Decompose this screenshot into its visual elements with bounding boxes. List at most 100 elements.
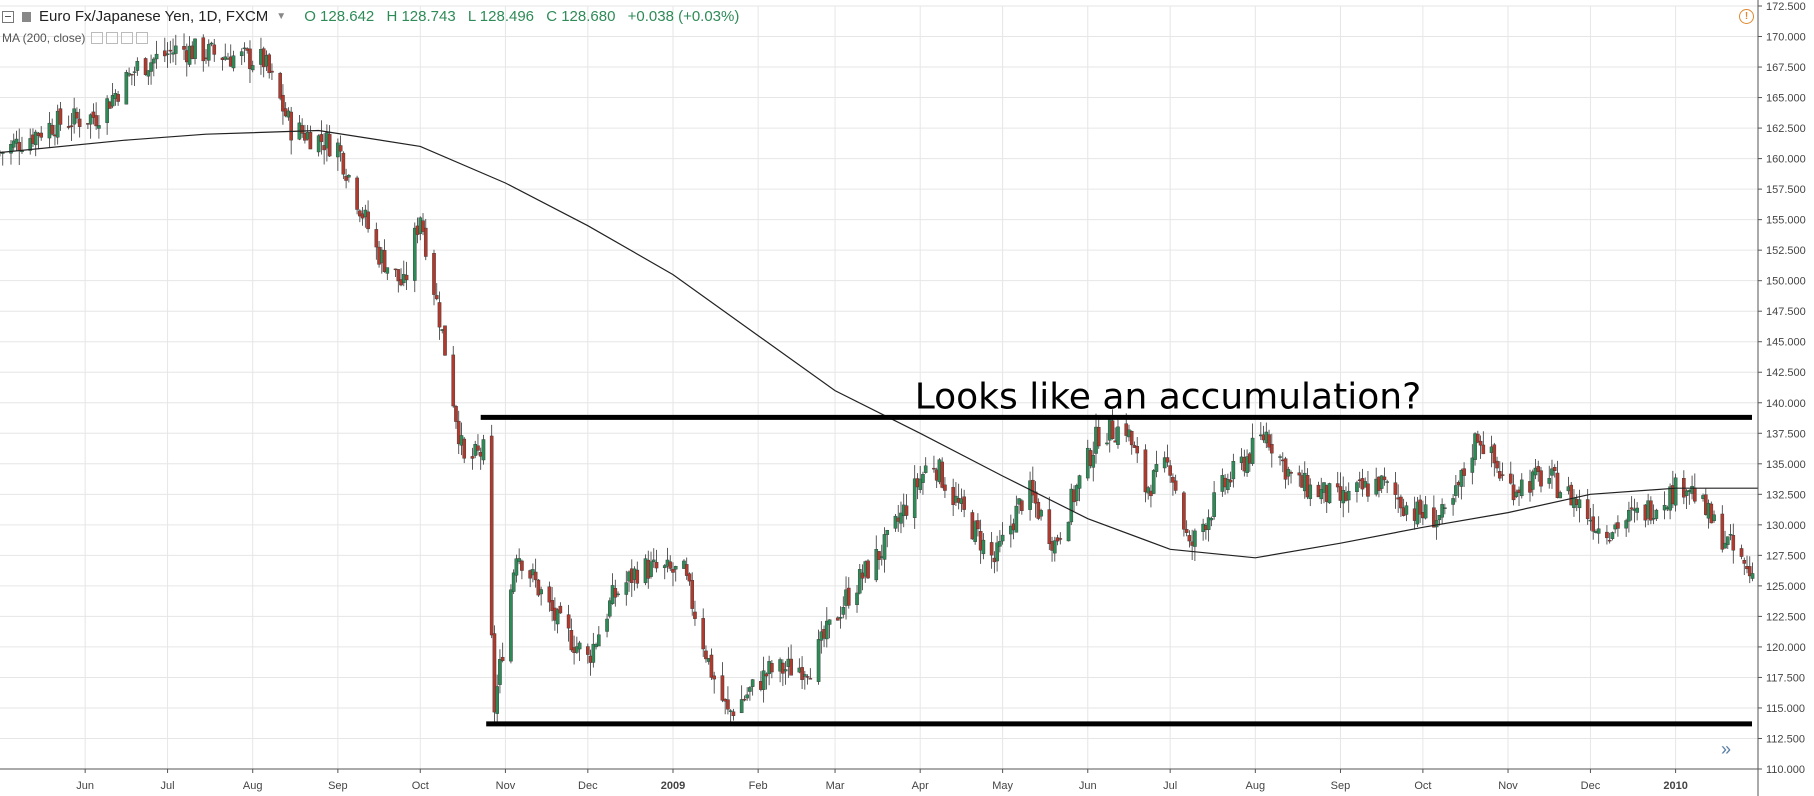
scroll-to-realtime-icon[interactable]: »: [1720, 739, 1731, 759]
candle: [608, 597, 612, 619]
candle-body: [1539, 470, 1543, 487]
close-icon[interactable]: [136, 32, 149, 44]
time-tick-label: Jun: [1079, 780, 1097, 792]
time-tick-label: 2009: [661, 780, 685, 792]
candle: [509, 584, 513, 664]
candle-body: [154, 53, 159, 60]
candle: [1459, 468, 1464, 500]
eye-icon[interactable]: [91, 32, 104, 44]
candle: [1649, 496, 1653, 525]
candle: [1530, 469, 1535, 497]
candle: [421, 213, 425, 236]
more-icon[interactable]: [121, 32, 134, 44]
indicator-label[interactable]: MA (200, close): [2, 31, 86, 45]
candle-body: [209, 42, 214, 45]
candle: [566, 604, 571, 642]
candle: [882, 527, 887, 573]
candle: [1720, 505, 1725, 553]
candle-body: [558, 605, 563, 614]
candle-body: [1366, 483, 1370, 497]
candle-body: [1629, 507, 1634, 510]
candle-body: [742, 698, 747, 701]
candle: [1289, 470, 1293, 484]
candle: [1399, 494, 1403, 517]
time-tick-label: Oct: [412, 780, 429, 792]
candle: [591, 632, 596, 668]
candle-body: [1742, 560, 1747, 564]
candle-body: [566, 614, 571, 629]
candle: [1539, 467, 1543, 493]
candle-body: [1731, 535, 1736, 551]
candle: [789, 644, 793, 676]
candle: [808, 668, 813, 680]
time-tick-label: Apr: [912, 780, 929, 792]
time-axis[interactable]: Jun Jul Aug Sep Oct Nov Dec 2009 Feb Mar Apr May Jun…: [0, 768, 1758, 792]
candle: [577, 640, 582, 662]
candle: [1187, 530, 1192, 548]
candle: [308, 125, 313, 150]
candle-body: [1182, 492, 1186, 530]
candle-body: [1605, 531, 1609, 539]
accumulation-annotation: Looks like an accumulation?: [915, 377, 1421, 418]
candle: [569, 618, 574, 652]
candle: [558, 602, 563, 614]
candle: [1245, 449, 1249, 477]
candle-body: [1709, 503, 1714, 524]
candlesticks: [0, 33, 1755, 725]
candle-body: [591, 643, 596, 663]
candle: [693, 600, 697, 626]
candle: [401, 260, 406, 287]
chevron-down-icon[interactable]: ▼: [276, 11, 287, 22]
candle: [1473, 432, 1477, 466]
candle-body: [800, 667, 804, 680]
candle: [347, 173, 351, 183]
candle-body: [1308, 484, 1313, 499]
candle-body: [1091, 455, 1096, 468]
candle: [404, 261, 409, 291]
candle: [1536, 460, 1541, 482]
price-tick-label: 142.500: [1766, 367, 1806, 379]
candle: [1058, 532, 1063, 545]
candle: [550, 587, 554, 622]
candle-body: [1423, 504, 1428, 519]
settings-icon[interactable]: [106, 32, 119, 44]
candle-body: [1297, 472, 1302, 476]
candle: [1151, 469, 1156, 494]
candle: [495, 674, 499, 725]
candle: [1500, 462, 1505, 481]
warning-icon[interactable]: !: [1739, 9, 1754, 24]
symbol-title[interactable]: Euro Fx/Japanese Yen, 1D, FXCM: [39, 8, 269, 25]
candle: [605, 613, 609, 638]
candle: [94, 102, 98, 130]
candle: [750, 679, 755, 696]
candle: [1327, 482, 1332, 504]
candle-body: [1069, 488, 1074, 523]
candle: [206, 39, 211, 67]
high-value: H 128.743: [386, 8, 456, 25]
candle-body: [1552, 467, 1557, 471]
candle-body: [613, 588, 618, 598]
candle-body: [451, 354, 456, 407]
price-axis[interactable]: 110.000 112.500 115.000 117.500 120.000 122.5…: [1757, 0, 1806, 796]
candle: [536, 579, 541, 597]
candle-body: [1616, 522, 1620, 529]
time-tick-label: Aug: [243, 780, 263, 792]
candle: [149, 54, 153, 85]
candle: [1382, 467, 1387, 486]
candle-body: [805, 676, 810, 678]
price-tick-label: 170.000: [1766, 32, 1806, 44]
candle-body: [1451, 498, 1455, 505]
candle: [58, 102, 63, 131]
candle-body: [1404, 505, 1409, 515]
collapse-icon[interactable]: [2, 10, 14, 23]
candle-body: [577, 642, 582, 650]
candle: [1624, 518, 1628, 537]
candle: [1569, 481, 1574, 506]
candle-body: [1077, 475, 1082, 489]
candle-body: [149, 62, 153, 72]
candle-body: [1627, 509, 1631, 522]
candle-body: [1519, 479, 1524, 497]
candle: [163, 37, 167, 63]
